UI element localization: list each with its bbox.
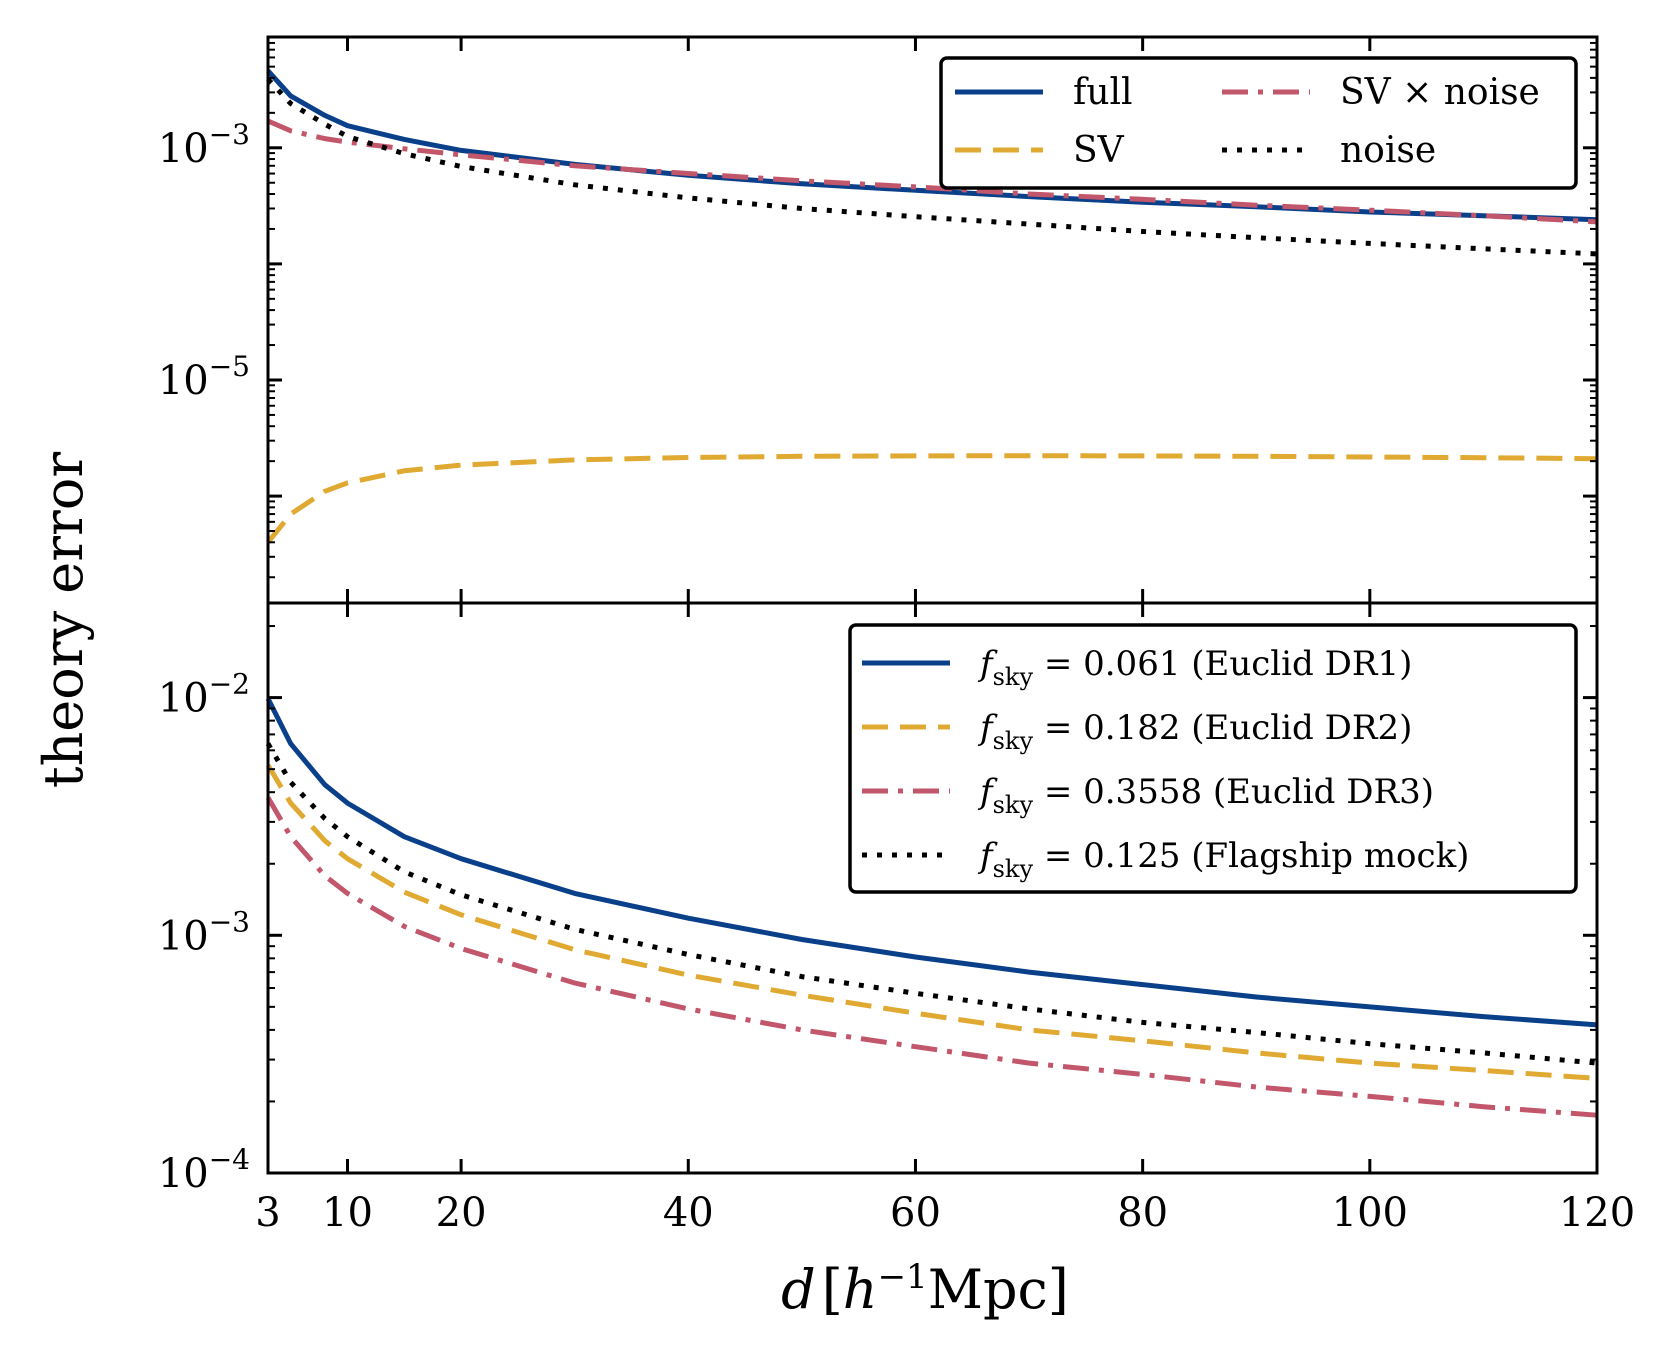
series-line-top-2 xyxy=(267,118,1598,225)
axes-frame xyxy=(266,35,1599,1175)
series-line-bottom-0 xyxy=(265,697,1598,1028)
series-line-bottom-1 xyxy=(265,763,1598,1081)
y-tick-label-top-1: 10−5 xyxy=(158,350,250,404)
x-tick-label-7: 120 xyxy=(1559,1190,1635,1236)
y-tick-label-bottom-0: 10−2 xyxy=(158,668,250,722)
legend-label-flagship: fsky = 0.125 (Flagship mock) xyxy=(977,836,1469,883)
legend-label-noise: noise xyxy=(1340,130,1436,171)
axis-ticks xyxy=(266,36,1599,1175)
x-tick-label-5: 80 xyxy=(1117,1190,1168,1236)
legend-label-sv: SV xyxy=(1073,130,1125,171)
legend-label-dr2: fsky = 0.182 (Euclid DR2) xyxy=(977,708,1412,755)
series-line-bottom-2 xyxy=(265,796,1598,1118)
bottom-legend-box xyxy=(848,623,1578,894)
top-legend: full SV SV × noise noise xyxy=(939,56,1578,190)
y-axis-title: theory error xyxy=(32,452,95,789)
top-panel-series xyxy=(266,69,1598,544)
axes-frame-bottom xyxy=(266,601,1599,1175)
x-tick-label-6: 100 xyxy=(1332,1190,1408,1236)
top-legend-box xyxy=(939,56,1578,190)
series-line-bottom-3 xyxy=(265,742,1598,1066)
series-line-top-1 xyxy=(266,453,1598,544)
x-tick-label-1: 10 xyxy=(322,1190,373,1236)
x-tick-label-4: 60 xyxy=(890,1190,941,1236)
bottom-panel-series xyxy=(265,697,1598,1118)
legend-label-sv-noise: SV × noise xyxy=(1340,72,1540,113)
tick-labels: 10−3 10−5 10−2 10−3 10−43 10 20 40 60 80 100 120 xyxy=(158,118,1635,1236)
legend-label-dr1: fsky = 0.061 (Euclid DR1) xyxy=(977,644,1412,691)
legend-label-full: full xyxy=(1073,72,1133,113)
bottom-legend: fsky = 0.061 (Euclid DR1) fsky = 0.182 (… xyxy=(848,623,1578,894)
x-tick-label-3: 40 xyxy=(663,1190,714,1236)
x-tick-label-2: 20 xyxy=(436,1190,487,1236)
x-tick-label-0: 3 xyxy=(255,1190,280,1236)
y-tick-label-bottom-1: 10−3 xyxy=(158,905,250,959)
legend-label-dr3: fsky = 0.3558 (Euclid DR3) xyxy=(977,772,1434,819)
y-tick-label-bottom-2: 10−4 xyxy=(158,1143,250,1197)
x-axis-title: d [h−1Mpc] xyxy=(781,1257,1069,1321)
y-tick-label-top-0: 10−3 xyxy=(158,118,250,172)
